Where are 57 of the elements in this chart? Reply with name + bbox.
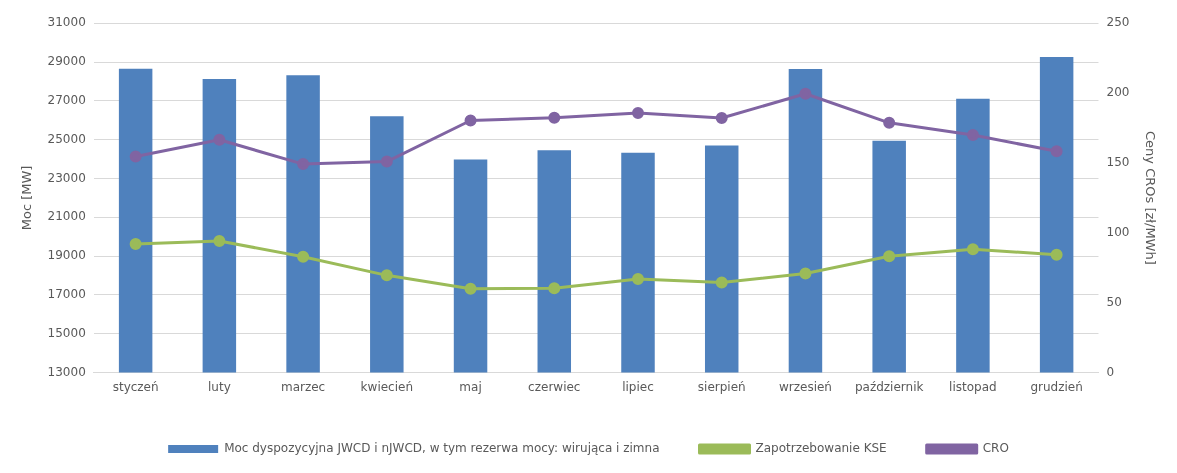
y-tick-label: 15000: [47, 325, 86, 340]
point: [129, 150, 142, 163]
legend-label: CRO: [982, 441, 1009, 456]
y2-tick-label: 100: [1106, 224, 1130, 239]
point: [715, 111, 728, 124]
point: [213, 133, 226, 146]
legend-label: Zapotrzebowanie KSE: [755, 441, 887, 456]
point: [464, 282, 477, 295]
x-tick-label: sierpień: [697, 379, 746, 394]
y2-tick-label: 200: [1106, 85, 1130, 100]
point: [632, 106, 644, 119]
point: [883, 250, 896, 263]
y-tick-label: 13000: [47, 364, 86, 379]
y-tick-label: 17000: [47, 287, 86, 302]
point: [548, 282, 561, 295]
y-axis-title: Moc [MW]: [19, 165, 35, 231]
y2-tick-label: 0: [1106, 364, 1115, 379]
point: [380, 155, 393, 168]
point: [966, 243, 979, 256]
point: [799, 87, 812, 100]
x-tick-label: maj: [459, 379, 482, 394]
point: [548, 111, 561, 124]
legend-label: Moc dyspozycyjna JWCD i nJWCD, w tym rezerwa mocy: wirująca i zimna: [224, 441, 660, 456]
y-tick-label: 23000: [47, 170, 86, 185]
point: [632, 273, 644, 286]
x-tick-label: czerwiec: [528, 379, 581, 394]
point: [799, 267, 812, 280]
y-tick-label: 25000: [47, 131, 86, 146]
x-tick-label: grudzień: [1030, 379, 1083, 394]
y2-tick-label: 50: [1106, 294, 1122, 309]
point: [1050, 248, 1063, 261]
point: [297, 250, 310, 263]
x-tick-label: luty: [207, 379, 231, 394]
y2-axis-title: Ceny CROs [zł/MWh]: [1142, 131, 1158, 265]
x-tick-label: wrzesień: [778, 379, 832, 394]
point: [129, 237, 142, 250]
x-tick-label: styczeń: [112, 379, 159, 394]
y2-tick-label: 150: [1106, 155, 1130, 170]
point: [966, 129, 979, 142]
x-tick-label: październik: [854, 379, 924, 394]
point: [883, 116, 896, 129]
x-tick-label: marzec: [280, 379, 326, 394]
point: [380, 269, 393, 282]
point: [297, 158, 310, 171]
point: [1050, 145, 1063, 158]
y-tick-label: 21000: [47, 209, 86, 224]
x-tick-label: lipiec: [622, 379, 654, 394]
y-tick-label: 19000: [47, 248, 86, 263]
y2-tick-label: 250: [1106, 15, 1130, 30]
y-tick-label: 27000: [47, 92, 86, 107]
y-tick-label: 29000: [47, 54, 86, 69]
point: [464, 114, 477, 127]
point: [213, 234, 226, 247]
y-tick-label: 31000: [47, 15, 86, 30]
x-tick-label: listopad: [949, 379, 997, 394]
point: [715, 276, 728, 289]
x-tick-label: kwiecień: [360, 379, 414, 394]
